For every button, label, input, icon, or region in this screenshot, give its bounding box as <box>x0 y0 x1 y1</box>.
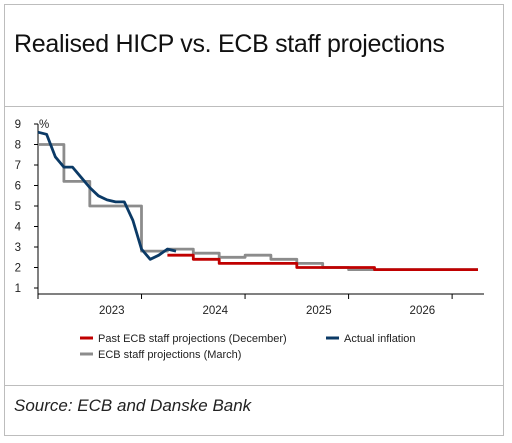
x-tick-label: 2026 <box>410 305 436 317</box>
series-line-actual-inflation <box>37 130 177 261</box>
series-line-march-projections <box>38 143 478 271</box>
y-tick-label: 7 <box>15 160 21 172</box>
y-tick-label: 6 <box>15 181 21 193</box>
x-tick-label: 2025 <box>306 305 332 317</box>
y-tick-label: 4 <box>15 222 22 234</box>
source-divider <box>4 385 504 386</box>
legend-label: ECB staff projections (March) <box>98 349 241 361</box>
chart-axes: 1 2 3 4 5 6 7 8 9 % 2023 2024 2025 2026 <box>15 119 484 317</box>
y-tick-label: 9 <box>15 119 21 131</box>
y-tick-label: 8 <box>15 140 21 152</box>
source-note: Source: ECB and Danske Bank <box>14 396 252 415</box>
legend-label: Past ECB staff projections (December) <box>98 333 287 345</box>
chart-title: Realised HICP vs. ECB staff projections <box>14 30 445 58</box>
y-tick-label: 1 <box>15 283 21 295</box>
chart-legend: Past ECB staff projections (December) Act… <box>80 333 416 361</box>
y-axis-unit: % <box>39 119 49 131</box>
legend-label: Actual inflation <box>344 333 416 345</box>
x-tick-label: 2023 <box>99 305 125 317</box>
x-tick-label: 2024 <box>202 305 228 317</box>
y-tick-label: 5 <box>15 201 21 213</box>
y-tick-label: 3 <box>15 242 21 254</box>
series-line-december-projections <box>167 253 478 271</box>
title-divider <box>4 106 504 107</box>
chart-lines <box>37 130 478 271</box>
y-tick-label: 2 <box>15 263 21 275</box>
chart-frame <box>4 4 504 436</box>
